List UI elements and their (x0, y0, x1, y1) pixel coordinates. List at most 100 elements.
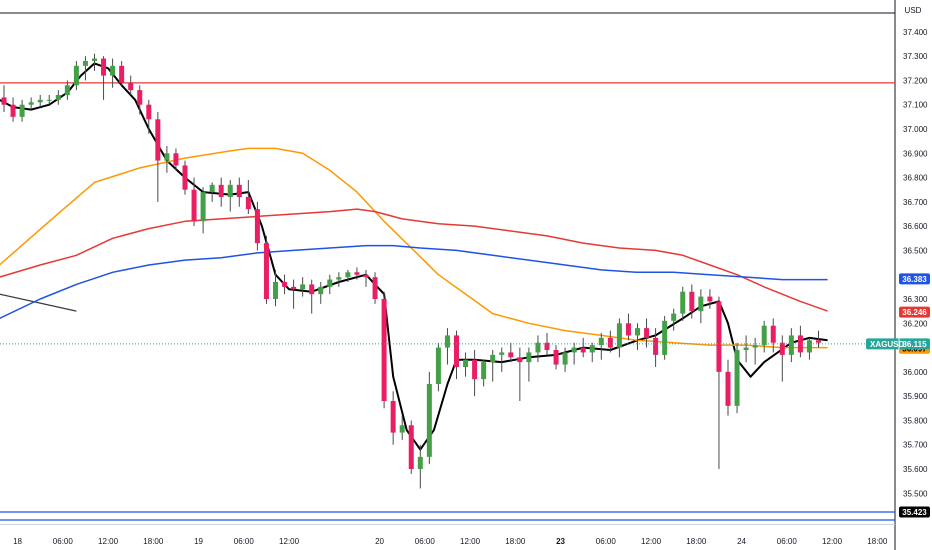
candle-12[interactable] (110, 65, 116, 76)
candle-24[interactable] (218, 184, 224, 197)
candle-88[interactable] (797, 335, 803, 353)
candle-35[interactable] (318, 286, 324, 295)
candle-15[interactable] (137, 90, 143, 105)
candle-39[interactable] (354, 272, 360, 275)
candle-90[interactable] (816, 340, 821, 343)
candle-8[interactable] (73, 65, 79, 86)
candle-65[interactable] (589, 345, 595, 353)
candle-72[interactable] (653, 337, 659, 355)
candle-38[interactable] (345, 272, 351, 278)
candle-75[interactable] (680, 291, 686, 314)
candle-52[interactable] (472, 359, 478, 380)
candle-3[interactable] (28, 102, 34, 105)
candle-43[interactable] (390, 401, 396, 433)
candle-62[interactable] (562, 352, 568, 365)
candle-70[interactable] (635, 328, 640, 336)
candle-69[interactable] (625, 323, 631, 336)
candle-78[interactable] (707, 296, 713, 302)
candle-41[interactable] (372, 277, 378, 299)
candle-21[interactable] (191, 189, 197, 222)
candle-51[interactable] (463, 359, 469, 367)
candle-45[interactable] (408, 425, 414, 469)
candle-76[interactable] (689, 291, 695, 312)
candle-33[interactable] (300, 284, 306, 290)
candle-50[interactable] (454, 335, 459, 367)
candle-67[interactable] (607, 337, 613, 348)
candle-84[interactable] (761, 325, 767, 346)
candle-74[interactable] (671, 313, 677, 321)
candle-9[interactable] (82, 61, 88, 66)
candle-89[interactable] (806, 340, 812, 353)
trend-line[interactable] (0, 293, 77, 312)
candle-64[interactable] (580, 347, 586, 353)
candle-82[interactable] (743, 347, 749, 350)
candle-10[interactable] (92, 58, 97, 61)
candle-13[interactable] (119, 65, 125, 83)
candle-60[interactable] (544, 342, 550, 350)
candle-63[interactable] (571, 347, 577, 353)
candle-27[interactable] (245, 197, 251, 210)
candle-68[interactable] (616, 323, 622, 348)
candle-4[interactable] (37, 99, 43, 103)
candle-86[interactable] (779, 342, 785, 355)
candle-44[interactable] (399, 425, 405, 433)
candle-80[interactable] (725, 371, 731, 406)
candle-18[interactable] (164, 153, 170, 161)
candle-57[interactable] (517, 357, 523, 363)
candle-55[interactable] (499, 352, 505, 355)
candle-59[interactable] (535, 342, 541, 353)
candle-47[interactable] (426, 384, 432, 457)
candle-11[interactable] (101, 58, 107, 76)
time-axis[interactable]: 18 06:00 12:00 18:00 19 06:00 12:00 20 06:00 12:0… (13, 537, 888, 546)
candle-30[interactable] (273, 282, 278, 299)
candle-5[interactable] (46, 99, 52, 101)
candle-28[interactable] (254, 209, 260, 244)
candle-77[interactable] (698, 296, 704, 312)
candle-56[interactable] (508, 352, 514, 358)
candle-6[interactable] (55, 95, 61, 100)
plot-area[interactable] (0, 0, 896, 550)
candle-22[interactable] (200, 192, 206, 222)
candle-14[interactable] (128, 82, 134, 91)
moving-average-3[interactable] (0, 244, 828, 319)
candle-34[interactable] (309, 284, 315, 295)
candle-58[interactable] (526, 352, 532, 363)
price-axis[interactable]: USD 37.400 37.300 37.200 37.100 37.000 36.900 3… (866, 6, 930, 518)
candle-25[interactable] (227, 184, 233, 197)
candle-36[interactable] (327, 279, 333, 287)
candle-53[interactable] (481, 362, 487, 380)
candle-7[interactable] (64, 85, 70, 95)
candle-17[interactable] (155, 119, 161, 161)
candle-46[interactable] (417, 456, 423, 469)
candle-73[interactable] (662, 320, 668, 355)
candle-71[interactable] (644, 328, 650, 338)
candle-61[interactable] (553, 350, 559, 365)
candle-87[interactable] (788, 335, 794, 355)
moving-average-1[interactable] (0, 147, 828, 349)
candle-1[interactable] (10, 104, 16, 117)
candle-81[interactable] (734, 350, 740, 406)
moving-average-2[interactable] (0, 208, 828, 312)
candle-2[interactable] (19, 104, 25, 117)
candle-37[interactable] (336, 277, 342, 280)
candle-79[interactable] (716, 301, 722, 372)
candle-0[interactable] (1, 97, 7, 105)
candle-54[interactable] (490, 354, 496, 363)
candle-16[interactable] (146, 104, 152, 120)
candle-85[interactable] (770, 325, 776, 343)
candle-29[interactable] (263, 243, 269, 299)
candle-66[interactable] (598, 337, 604, 346)
moving-average-0[interactable] (0, 62, 828, 451)
symbol-tag[interactable] (866, 338, 930, 350)
candle-40[interactable] (363, 274, 369, 278)
candle-20[interactable] (182, 165, 188, 190)
candle-31[interactable] (282, 282, 288, 287)
candle-32[interactable] (291, 286, 297, 290)
candle-83[interactable] (752, 345, 758, 348)
candle-42[interactable] (381, 299, 387, 401)
candle-49[interactable] (444, 335, 450, 348)
candle-26[interactable] (236, 184, 242, 197)
candle-48[interactable] (435, 347, 441, 384)
candle-23[interactable] (209, 184, 215, 193)
